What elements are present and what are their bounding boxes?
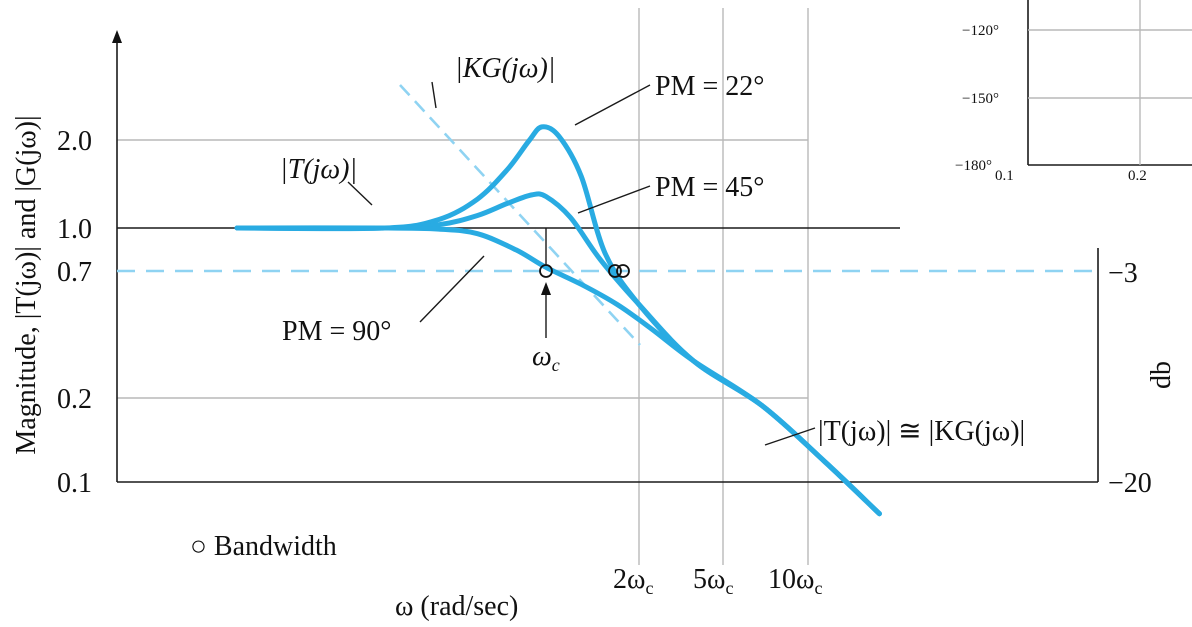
x-tick-labels: 2ωc 5ωc 10ωc — [613, 564, 822, 598]
leader-t — [347, 181, 373, 206]
y-tick-1: 1.0 — [57, 214, 92, 245]
inset-tick-01: 0.1 — [995, 168, 1014, 184]
grid — [117, 8, 809, 565]
legend-bandwidth: ○ Bandwidth — [190, 531, 337, 562]
x-tick-5wc: 5ωc — [693, 564, 733, 598]
db-tick-3: −3 — [1108, 258, 1138, 289]
omega-c-arrowhead — [541, 282, 551, 295]
db-tick-labels: −3 −20 db — [1108, 258, 1177, 499]
leader-pm22 — [574, 84, 651, 126]
y-tick-labels: 2.0 1.0 0.7 0.2 0.1 — [57, 126, 92, 499]
y-tick-02: 0.2 — [57, 384, 92, 415]
series-line-pm45 — [234, 191, 882, 517]
leader-kg — [431, 81, 437, 109]
annotation-pm45: PM = 45° — [655, 172, 764, 203]
leader-approx — [764, 427, 816, 446]
y-axis-arrow — [112, 30, 122, 43]
annotation-pm90: PM = 90° — [282, 316, 391, 347]
x-tick-2wc: 2ωc — [613, 564, 653, 598]
kg-asymptote-line — [399, 84, 641, 346]
omega-c-marker — [541, 228, 551, 338]
y-tick-01: 0.1 — [57, 468, 92, 499]
x-axis-label: ω (rad/sec) — [395, 591, 518, 622]
x-tick-10wc: 10ωc — [768, 564, 822, 598]
y-axis-label: Magnitude, |T(jω)| and |G(jω)| — [11, 115, 42, 454]
db-axis-label: db — [1146, 361, 1177, 389]
inset-tick-150: −150° — [962, 91, 999, 107]
y-tick-07: 0.7 — [57, 257, 92, 288]
series-group — [234, 124, 882, 517]
annotation-t: |T(jω)| — [280, 154, 357, 185]
inset-tick-02: 0.2 — [1128, 168, 1147, 184]
leader-lines — [347, 81, 816, 446]
bandwidth-marker-pm45 — [608, 264, 622, 278]
annotation-approx: |T(jω)| ≅ |KG(jω)| — [818, 416, 1025, 447]
inset-tick-180: −180° — [955, 158, 992, 174]
annotation-pm22: PM = 22° — [655, 71, 764, 102]
inset-tick-120: −120° — [962, 23, 999, 39]
db-tick-20: −20 — [1108, 468, 1152, 499]
series-line-pm90 — [234, 225, 882, 517]
y-tick-2: 2.0 — [57, 126, 92, 157]
annotation-omega-c: ωc — [532, 341, 560, 375]
leader-pm90 — [419, 255, 485, 323]
annotation-kg: |KG(jω)| — [455, 53, 556, 84]
leader-pm45 — [577, 185, 651, 214]
annotations: |T(jω)| |KG(jω)| PM = 22° PM = 45° PM = … — [190, 53, 1025, 562]
bandwidth-marker-pm22 — [616, 264, 630, 278]
inset-phase-plot: −120° −150° −180° 0.1 0.2 — [955, 0, 1192, 184]
